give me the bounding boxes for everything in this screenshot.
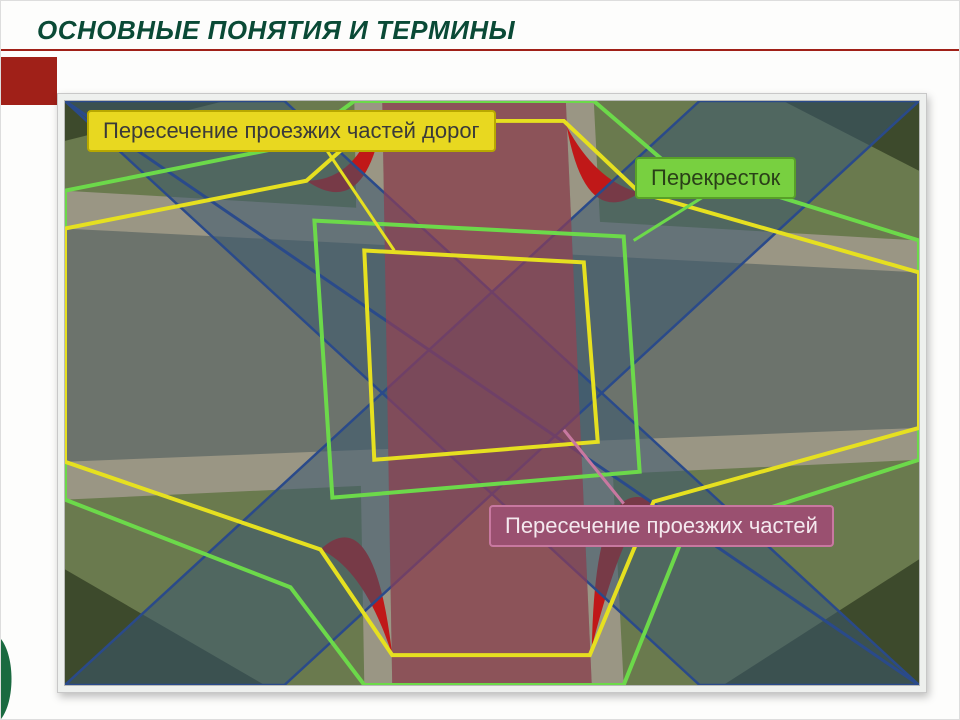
- label-crossroads: Перекресток: [635, 157, 796, 199]
- title-underline: [1, 49, 959, 51]
- label-carriageway-intersection: Пересечение проезжих частей: [489, 505, 834, 547]
- accent-block: [1, 57, 57, 105]
- leaf-decoration-icon: [1, 639, 19, 719]
- slide: ОСНОВНЫЕ ПОНЯТИЯ И ТЕРМИНЫ Пересечение п…: [0, 0, 960, 720]
- page-title: ОСНОВНЫЕ ПОНЯТИЯ И ТЕРМИНЫ: [37, 15, 515, 46]
- label-roadway-intersection: Пересечение проезжих частей дорог: [87, 110, 496, 152]
- intersection-diagram: Пересечение проезжих частей дорог Перекр…: [64, 100, 920, 686]
- figure-frame: Пересечение проезжих частей дорог Перекр…: [57, 93, 927, 693]
